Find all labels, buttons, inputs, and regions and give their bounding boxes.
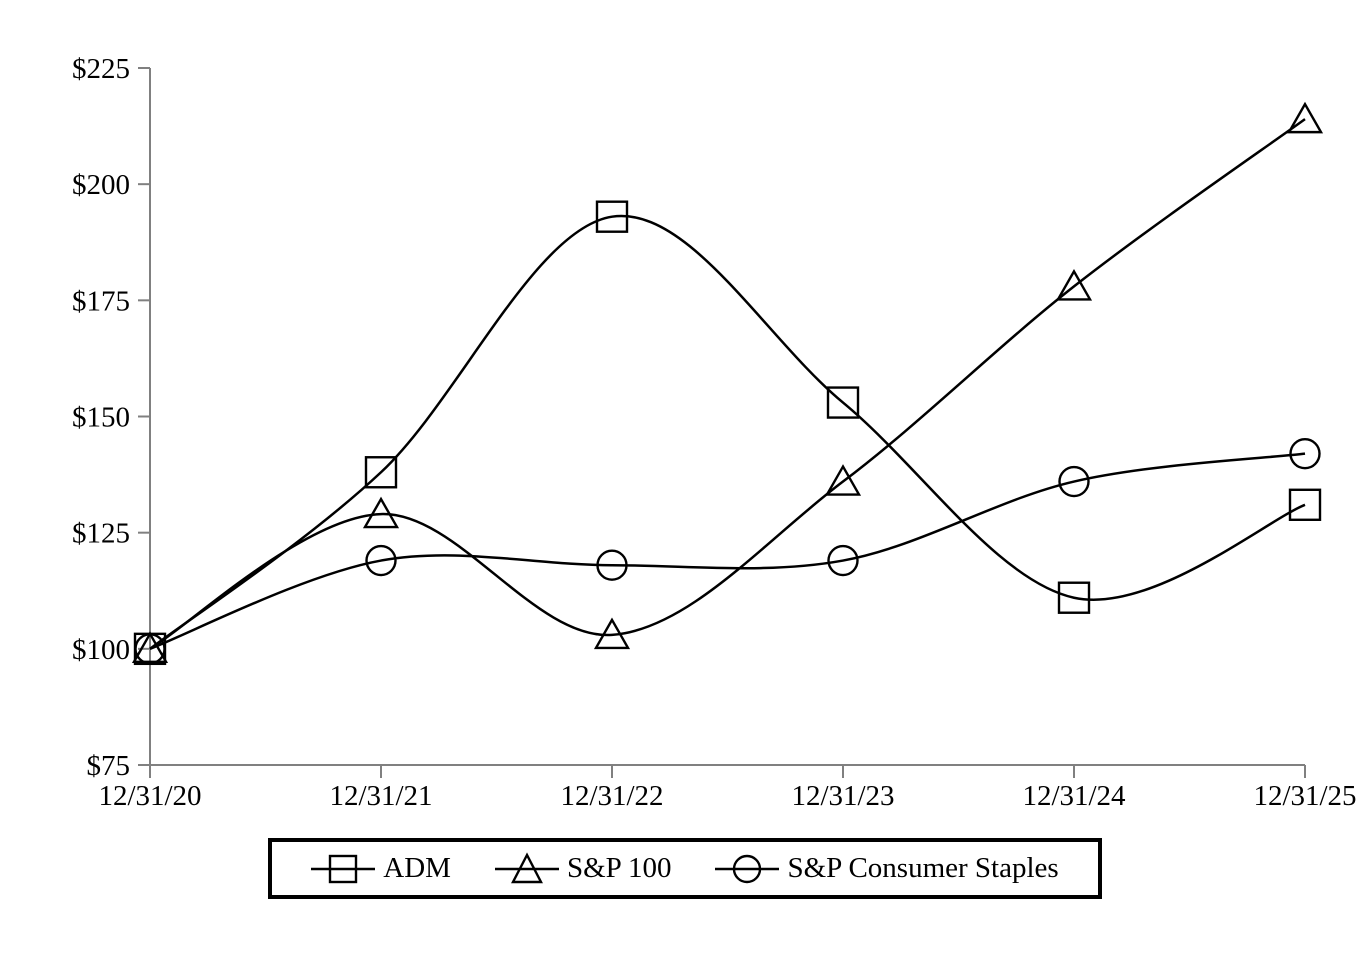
y-axis-tick-label: $175 xyxy=(72,285,130,317)
x-axis-tick-label: 12/31/22 xyxy=(560,780,663,812)
circle-data-marker xyxy=(365,544,397,577)
legend-item-s-p-100: S&P 100 xyxy=(494,851,672,887)
x-axis-tick-label: 12/31/23 xyxy=(791,780,894,812)
legend-label: S&P 100 xyxy=(566,852,672,884)
circle-data-marker xyxy=(596,549,628,581)
triangle-data-marker xyxy=(131,631,169,664)
triangle-data-marker xyxy=(362,496,400,529)
circle-data-marker xyxy=(1289,437,1321,470)
x-axis-tick-label: 12/31/25 xyxy=(1253,780,1356,812)
square-data-marker xyxy=(826,386,860,419)
x-axis-tick-label: 12/31/24 xyxy=(1022,780,1126,812)
series-line-s-p-100 xyxy=(149,118,1306,650)
square-marker-icon xyxy=(311,854,376,883)
x-axis-tick-label: 12/31/21 xyxy=(329,780,432,812)
legend-item-adm: ADM xyxy=(311,851,451,887)
triangle-marker-icon xyxy=(494,851,559,883)
y-axis-tick-label: $150 xyxy=(72,402,130,434)
circle-data-marker xyxy=(134,633,166,665)
y-axis-tick-label: $75 xyxy=(87,750,131,782)
series-line-adm xyxy=(149,214,1306,650)
circle-data-marker xyxy=(827,544,859,577)
square-data-marker xyxy=(364,456,398,489)
y-axis-tick-label: $225 xyxy=(72,53,130,85)
square-data-marker xyxy=(1057,581,1091,614)
x-axis-tick-label: 12/31/20 xyxy=(98,780,201,812)
triangle-data-marker xyxy=(1055,268,1093,301)
legend-item-s-p-consumer-staples: S&P Consumer Staples xyxy=(715,851,1059,887)
square-data-marker xyxy=(1288,488,1322,521)
triangle-data-marker xyxy=(1286,101,1324,134)
legend-label: ADM xyxy=(383,852,451,884)
triangle-data-marker xyxy=(824,464,862,496)
y-axis-tick-label: $125 xyxy=(72,518,130,550)
circle-data-marker xyxy=(1058,465,1090,498)
triangle-data-marker xyxy=(593,617,631,650)
circle-marker-icon xyxy=(715,854,780,883)
legend-label: S&P Consumer Staples xyxy=(787,852,1059,884)
y-axis-tick-label: $200 xyxy=(72,169,130,201)
legend: ADM S&P 100 S&P Consumer Staples xyxy=(268,838,1102,899)
series-line-s-p-consumer-staples xyxy=(149,452,1306,651)
square-data-marker xyxy=(595,200,629,233)
y-axis-tick-label: $100 xyxy=(72,634,130,666)
